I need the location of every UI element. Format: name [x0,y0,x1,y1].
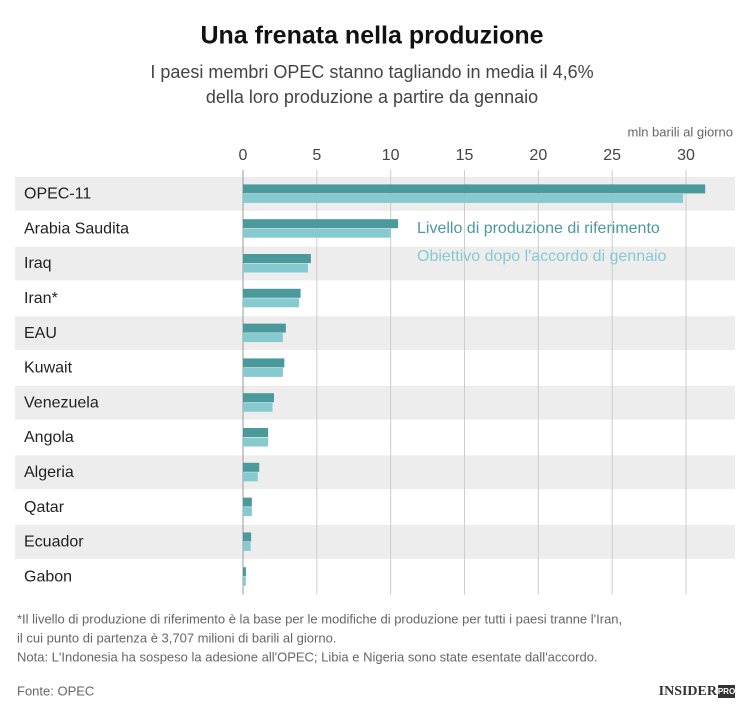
y-tick-label: Qatar [24,499,65,516]
bar [243,497,252,507]
bar [243,219,399,229]
x-tick-label: 30 [677,147,695,164]
x-tick-label: 20 [529,147,547,164]
chart-title: Una frenata nella produzione [200,22,543,50]
legend-label: Livello di produzione di riferimento [417,220,660,237]
bar [243,263,308,273]
subtitle: della loro produzione a partire da genna… [206,87,538,107]
bar [243,437,269,447]
logo-badge: PRO [718,687,735,696]
legend-label: Obiettivo dopo l'accordo di gennaio [417,248,667,265]
bar [243,472,258,482]
axis-label: mln barili al giorno [628,124,734,139]
y-tick-label: Kuwait [24,360,73,377]
bar [243,428,269,437]
bar [243,228,391,238]
y-tick-label: Iraq [24,255,52,272]
x-tick-label: 0 [239,147,248,164]
y-tick-label: Iran* [24,290,58,307]
source: Fonte: OPEC [17,683,94,698]
bar [243,333,283,343]
bar [243,462,260,472]
row-bg [15,455,735,490]
x-tick-label: 5 [312,147,321,164]
bar [243,254,311,263]
note: il cui punto di partenza è 3,707 milioni… [17,630,336,645]
y-tick-label: Gabon [24,568,72,585]
y-tick-label: Algeria [24,464,74,481]
bar [243,541,251,551]
row-bg [15,385,735,420]
bar [243,193,684,203]
bar [243,358,285,368]
bar [243,567,246,577]
y-tick-label: Angola [24,429,74,446]
bar [243,323,286,333]
y-tick-label: EAU [24,325,57,342]
x-tick-label: 25 [603,147,621,164]
row-bg [15,525,735,559]
x-tick-label: 15 [456,147,474,164]
y-tick-label: Ecuador [24,534,84,551]
bar [243,532,252,542]
x-tick-label: 10 [382,147,400,164]
bar [243,402,273,412]
bar [243,393,275,403]
y-tick-label: Venezuela [24,394,99,411]
note: Nota: L'Indonesia ha sospeso la adesione… [17,649,598,664]
note: *Il livello di produzione di riferimento… [17,611,622,626]
logo: INSIDER [659,684,718,699]
bar [243,367,283,377]
bar [243,576,246,586]
bar [243,184,706,194]
row-bg [15,316,735,350]
row-bg [15,246,735,281]
y-tick-label: Arabia Saudita [24,220,129,237]
y-tick-label: OPEC-11 [24,186,91,203]
logo-badge-bg [718,685,735,698]
bar [243,288,301,298]
bar [243,507,252,517]
bar [243,298,300,308]
subtitle: I paesi membri OPEC stanno tagliando in … [150,62,593,82]
